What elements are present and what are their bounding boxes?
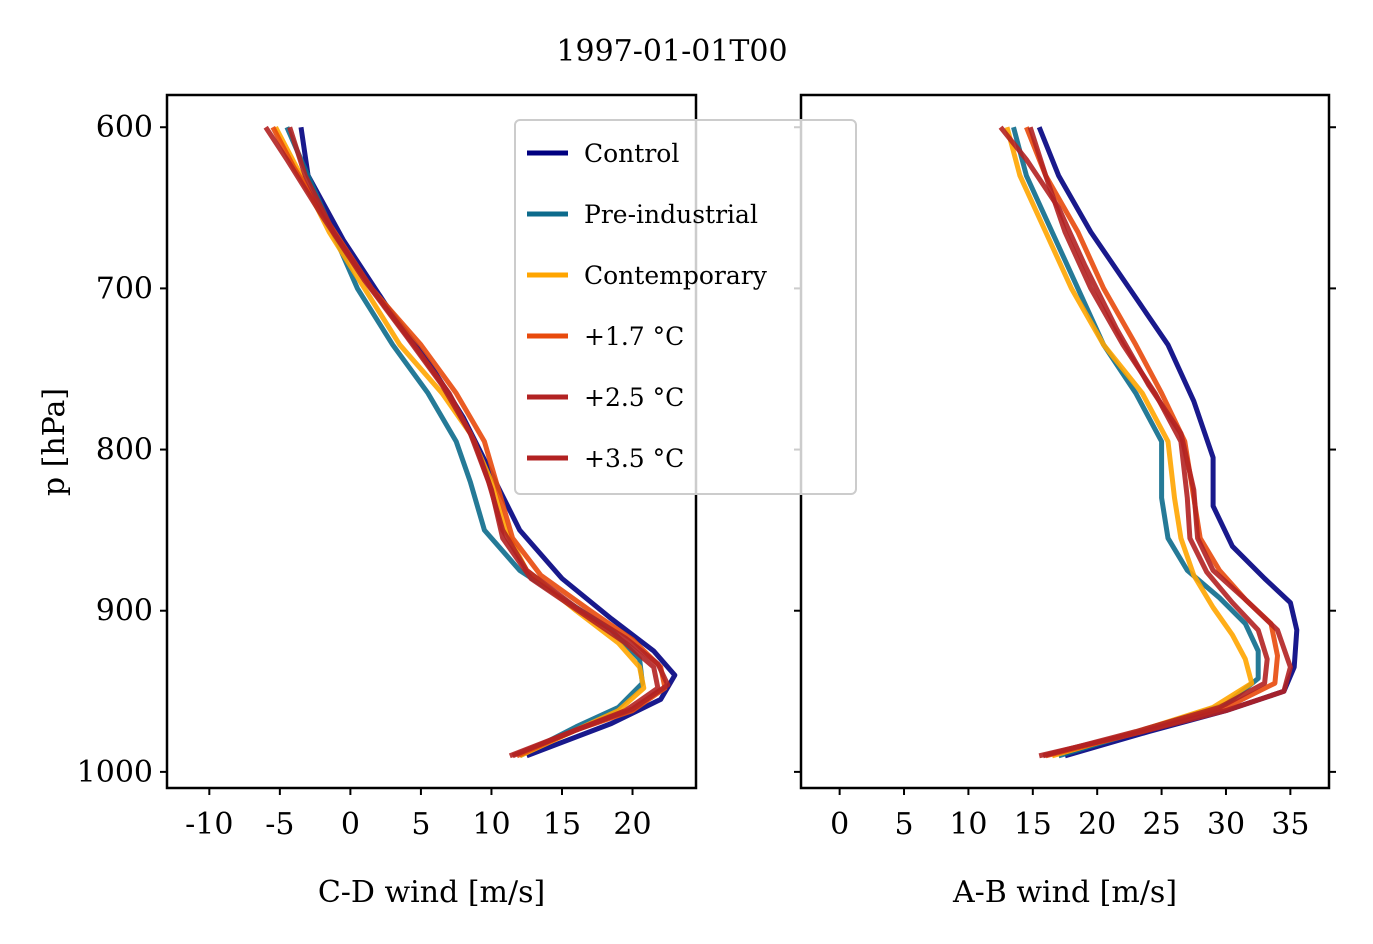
x-tick-label: 35	[1271, 807, 1309, 842]
y-tick-label: 800	[96, 433, 153, 468]
x-tick-label: 5	[411, 807, 430, 842]
legend-label: +3.5 °C	[584, 444, 684, 473]
x-tick-label: 30	[1207, 807, 1245, 842]
y-tick-label: 700	[96, 271, 153, 306]
x-tick-label: 20	[1078, 807, 1116, 842]
left-panel: -10 -5 0 5 10 15 20 600 700 800 900 1000 C-D wind [m…	[77, 93, 698, 910]
series-line-6	[998, 125, 1293, 759]
y-tick-label: 600	[96, 110, 153, 145]
x-tick-label: 0	[830, 807, 849, 842]
legend-label: Contemporary	[584, 261, 768, 290]
x-tick-label: 20	[613, 807, 651, 842]
y-tick-label: 1000	[77, 755, 153, 790]
y-tick-label: 900	[96, 594, 153, 629]
x-tick-label: 0	[341, 807, 360, 842]
x-tick-label: 10	[472, 807, 510, 842]
chart-title: 1997-01-01T00	[556, 34, 787, 69]
legend-box	[514, 119, 857, 495]
x-tick-label: 10	[949, 807, 987, 842]
series-line-2	[1011, 126, 1261, 759]
x-tick-label: 5	[894, 807, 913, 842]
series-line-6	[263, 125, 671, 759]
x-axis-label: A-B wind [m/s]	[952, 875, 1177, 910]
right-panel: 0 5 10 15 20 25 30 35 A-B wind [m/s]	[794, 93, 1336, 910]
series-line-2	[284, 126, 645, 759]
series-line-1	[298, 126, 678, 759]
x-axis-label: C-D wind [m/s]	[318, 875, 545, 910]
legend-label: +2.5 °C	[584, 383, 684, 412]
series-line-5	[1027, 126, 1270, 759]
legend-label: Control	[584, 139, 679, 168]
x-tick-label: 15	[543, 807, 581, 842]
series-line-3	[1004, 126, 1255, 759]
x-tick-label: -5	[265, 807, 294, 842]
y-axis-label: p [hPa]	[37, 388, 72, 496]
x-tick-label: 25	[1142, 807, 1180, 842]
x-tick-label: -10	[185, 807, 233, 842]
legend-label: Pre-industrial	[584, 200, 758, 229]
legend-label: +1.7 °C	[584, 322, 684, 351]
legend: Control Pre-industrial Contemporary +1.7 °C…	[514, 119, 857, 495]
x-tick-label: 15	[1014, 807, 1052, 842]
